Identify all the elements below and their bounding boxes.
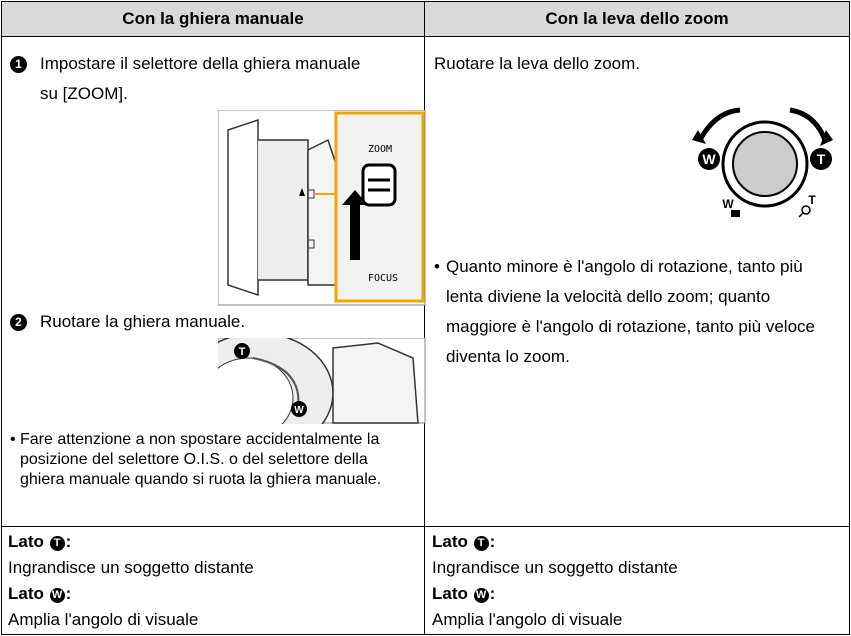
- selector: [361, 163, 397, 207]
- tele-icon: [798, 212, 804, 218]
- step-badge: 2: [10, 314, 27, 331]
- footer-cell: Lato T: Ingrandisce un soggetto distante…: [8, 529, 418, 633]
- suffix: :: [65, 584, 72, 603]
- arrow: [342, 190, 368, 260]
- note-text: Quanto minore è l'angolo di rotazione, t…: [446, 257, 815, 366]
- arrow: [697, 107, 741, 142]
- button: [732, 131, 798, 197]
- figure-label: ZOOM: [368, 144, 392, 155]
- border: [1, 1, 2, 635]
- side-text: Ingrandisce un soggetto distante: [432, 558, 678, 577]
- figure-label: T: [239, 346, 246, 358]
- icon: W: [49, 588, 65, 603]
- header-cell: Con la ghiera manuale: [2, 2, 424, 36]
- badge: [234, 343, 250, 359]
- figure-label: T: [817, 151, 826, 167]
- border: [849, 1, 850, 635]
- badge: [698, 148, 720, 170]
- icon: T: [49, 536, 65, 551]
- border: [424, 1, 425, 635]
- header-cell: Con la leva dello zoom: [425, 2, 849, 36]
- lens: [218, 357, 294, 424]
- step-number: 1: [10, 49, 32, 79]
- step-number: 2: [10, 307, 32, 337]
- side-text: Ingrandisce un soggetto distante: [8, 558, 254, 577]
- step-text: Impostare il selettore della ghiera manu…: [40, 54, 361, 103]
- body: [332, 342, 419, 424]
- illustration: W T W T: [692, 107, 833, 218]
- label: Lato: [432, 584, 468, 603]
- wide-icon: [731, 210, 740, 217]
- border: [1, 634, 850, 635]
- figure-label: W: [702, 151, 716, 167]
- arrow-head: [692, 130, 706, 144]
- switch: [307, 239, 315, 249]
- bullet: •: [10, 431, 16, 448]
- icon: W: [473, 588, 489, 603]
- header-text: Con la ghiera manuale: [122, 9, 304, 28]
- bullet: •: [434, 257, 440, 276]
- arrow: [252, 357, 300, 409]
- lens: [227, 118, 259, 297]
- header-text: Con la leva dello zoom: [545, 9, 729, 28]
- side-text: Amplia l'angolo di visuale: [432, 610, 623, 629]
- illustration: T W: [218, 338, 426, 424]
- footer-cell: Lato T: Ingrandisce un soggetto distante…: [432, 529, 842, 633]
- border: [1, 1, 850, 2]
- step-text: Ruotare la leva dello zoom.: [434, 54, 641, 73]
- side-label: Lato T:: [432, 529, 842, 555]
- figure-label: W: [294, 405, 304, 416]
- lens-body: [258, 139, 309, 281]
- suffix: :: [489, 584, 496, 603]
- arrow: [299, 188, 305, 196]
- label: Lato: [8, 532, 44, 551]
- icon: T: [473, 536, 489, 551]
- tele-icon: [801, 205, 811, 215]
- arrow-head: [820, 130, 833, 146]
- side-text: Amplia l'angolo di visuale: [8, 610, 199, 629]
- figure-label: T: [808, 193, 816, 207]
- side-label: Lato W:: [432, 581, 842, 607]
- illustration: ZOOM FOCUS: [218, 110, 426, 306]
- side-label: Lato T:: [8, 529, 418, 555]
- figure-label: FOCUS: [368, 273, 398, 284]
- badge: [291, 401, 307, 417]
- suffix: :: [65, 532, 72, 551]
- border: [1, 526, 850, 527]
- suffix: :: [489, 532, 496, 551]
- figure-label: W: [722, 197, 734, 211]
- label: Lato: [432, 532, 468, 551]
- side-label: Lato W:: [8, 581, 418, 607]
- arrow: [789, 107, 828, 141]
- border: [1, 36, 850, 37]
- badge: [810, 148, 832, 170]
- label: Lato: [8, 584, 44, 603]
- step-badge: 1: [10, 56, 27, 73]
- step-text: Ruotare la ghiera manuale.: [40, 312, 246, 331]
- note-text: Fare attenzione a non spostare accidenta…: [20, 431, 382, 488]
